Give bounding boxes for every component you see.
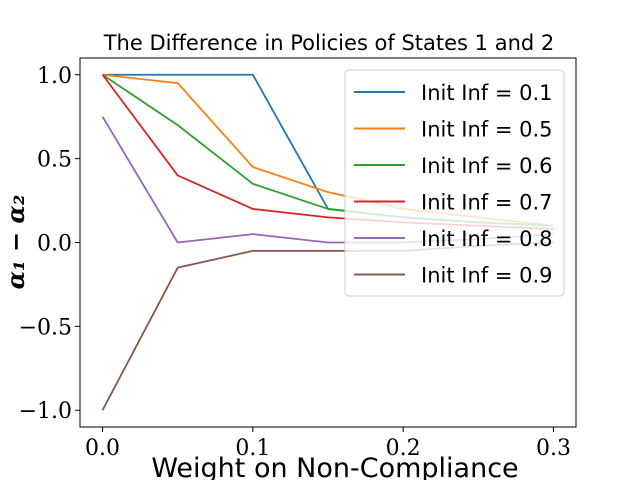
x-tick-label: 0.2	[386, 436, 421, 461]
y-tick-label: 0.5	[37, 148, 72, 173]
legend-label-4: Init Inf = 0.7	[421, 191, 553, 215]
x-axis-ticks: 0.0 0.1 0.2 0.3	[85, 427, 571, 461]
x-tick-label: 0.1	[235, 436, 270, 461]
legend: Init Inf = 0.1 Init Inf = 0.5 Init Inf = 0…	[344, 69, 565, 297]
y-axis-label: α₁ − α₂	[1, 195, 30, 290]
x-axis-label: Weight on Non-Compliance	[151, 453, 518, 480]
legend-label-5: Init Inf = 0.8	[421, 227, 553, 251]
y-tick-label: −0.5	[19, 315, 72, 340]
y-tick-label: 0.0	[37, 232, 72, 257]
legend-label-6: Init Inf = 0.9	[421, 264, 553, 288]
y-tick-label: −1.0	[19, 399, 72, 424]
x-tick-label: 0.3	[536, 436, 571, 461]
legend-label-3: Init Inf = 0.6	[421, 154, 553, 178]
legend-label-1: Init Inf = 0.1	[421, 81, 553, 105]
y-tick-label: 1.0	[37, 64, 72, 89]
chart-title: The Difference in Policies of States 1 a…	[103, 31, 555, 55]
x-tick-label: 0.0	[85, 436, 120, 461]
legend-frame	[344, 69, 565, 297]
y-axis-ticks: 1.0 0.5 0.0 −0.5 −1.0	[19, 64, 80, 424]
legend-label-2: Init Inf = 0.5	[421, 118, 553, 142]
